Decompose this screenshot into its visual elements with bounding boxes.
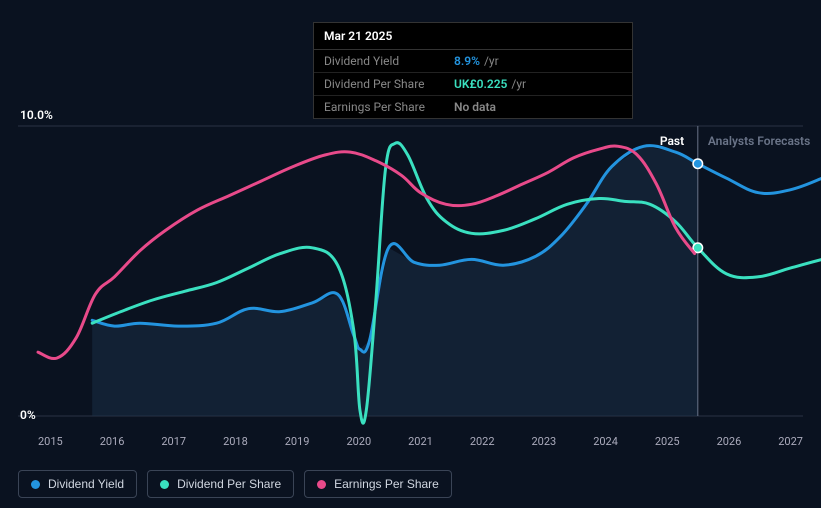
tooltip-metric-value: No data	[454, 100, 496, 114]
tooltip-metric-label: Earnings Per Share	[324, 100, 454, 114]
legend-label: Dividend Yield	[48, 477, 124, 491]
legend-item[interactable]: Dividend Per Share	[147, 470, 294, 498]
legend-label: Dividend Per Share	[177, 477, 281, 491]
dividend-chart: 10.0% 0% Past Analysts Forecasts 2015201…	[0, 100, 821, 460]
chart-canvas[interactable]	[0, 100, 821, 460]
legend-item[interactable]: Earnings Per Share	[304, 470, 452, 498]
x-axis-year: 2022	[470, 435, 495, 448]
legend-color-dot	[160, 480, 169, 489]
tooltip-metric-suffix: /yr	[484, 54, 499, 68]
tooltip-row: Dividend Per ShareUK£0.225/yr	[314, 73, 632, 96]
tooltip-metric-label: Dividend Per Share	[324, 77, 454, 91]
x-axis-year: 2017	[161, 435, 186, 448]
x-axis-year: 2020	[346, 435, 371, 448]
x-axis-year: 2027	[778, 435, 803, 448]
legend-color-dot	[31, 480, 40, 489]
x-axis-labels: 2015 2016 2017 2018 2019 2020 2021 2022 2023 2024…	[38, 435, 803, 448]
x-axis-year: 2021	[408, 435, 433, 448]
chart-tooltip: Mar 21 2025 Dividend Yield8.9%/yrDividen…	[313, 22, 633, 119]
x-axis-year: 2016	[100, 435, 125, 448]
forecast-region-label: Analysts Forecasts	[708, 134, 810, 148]
tooltip-metric-value: UK£0.225	[454, 77, 507, 91]
x-axis-year: 2018	[223, 435, 248, 448]
tooltip-row: Dividend Yield8.9% /yr	[314, 50, 632, 73]
x-axis-year: 2023	[532, 435, 557, 448]
y-axis-max-label: 10.0%	[20, 108, 53, 122]
x-axis-year: 2026	[717, 435, 742, 448]
legend-item[interactable]: Dividend Yield	[18, 470, 137, 498]
tooltip-date: Mar 21 2025	[314, 23, 632, 50]
x-axis-year: 2024	[593, 435, 618, 448]
x-axis-year: 2019	[285, 435, 310, 448]
legend-label: Earnings Per Share	[334, 477, 439, 491]
y-axis-min-label: 0%	[20, 408, 36, 422]
tooltip-metric-label: Dividend Yield	[324, 54, 454, 68]
tooltip-row: Earnings Per ShareNo data	[314, 96, 632, 118]
x-axis-year: 2015	[38, 435, 63, 448]
chart-legend: Dividend Yield Dividend Per Share Earnings…	[18, 470, 452, 498]
tooltip-metric-value: 8.9%	[454, 54, 480, 68]
tooltip-metric-suffix: /yr	[511, 77, 526, 91]
past-region-label: Past	[660, 134, 684, 148]
x-axis-year: 2025	[655, 435, 680, 448]
legend-color-dot	[317, 480, 326, 489]
